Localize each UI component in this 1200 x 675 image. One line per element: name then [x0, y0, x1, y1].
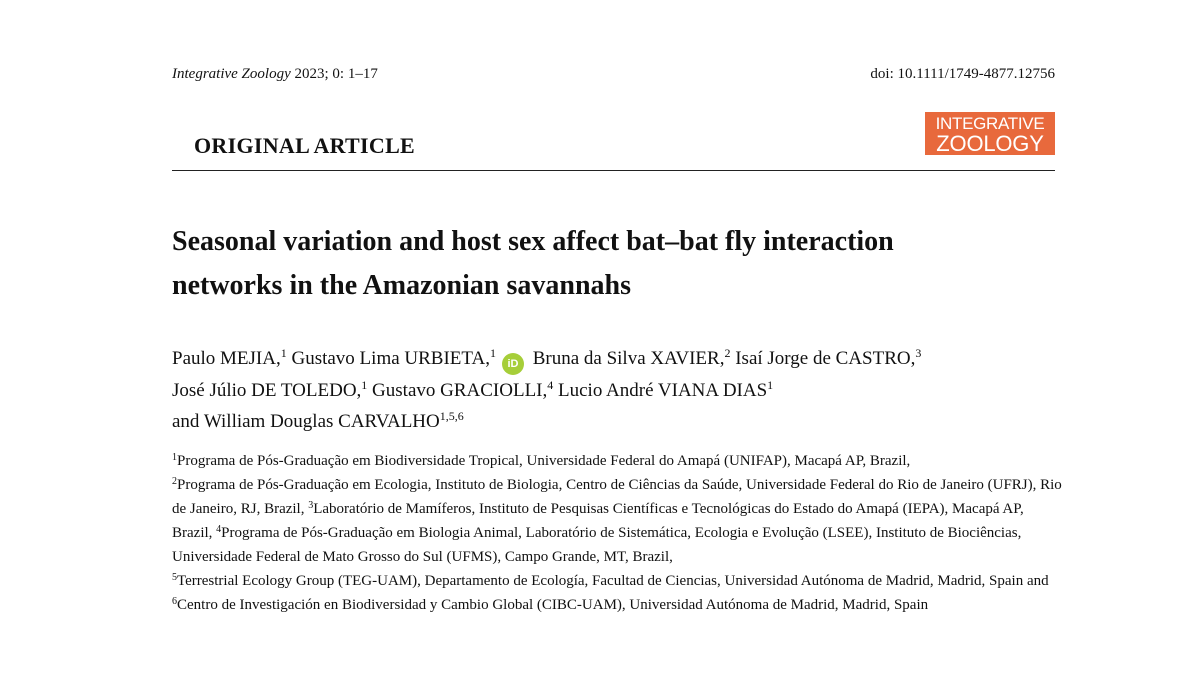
author-affiliation-number: 1 [361, 378, 368, 392]
author-affiliation-number: 2 [724, 346, 731, 360]
author-name: Paulo MEJIA, [172, 348, 281, 369]
logo-line-1: INTEGRATIVE [935, 114, 1045, 133]
logo-line-2: ZOOLOGY [936, 131, 1044, 156]
author-name: Isaí Jorge de CASTRO, [735, 348, 916, 369]
author-name: José Júlio DE TOLEDO, [172, 380, 362, 401]
author-line-2: José Júlio DE TOLEDO,1 Gustavo GRACIOLLI… [172, 375, 1072, 406]
author-affiliation-number: 3 [915, 346, 922, 360]
author-affiliation-number: 1,5,6 [439, 409, 464, 423]
affiliation-number: 2 [172, 476, 177, 487]
affiliations-block: 1Programa de Pós-Graduação em Biodiversi… [172, 449, 1062, 617]
author-line-3: and William Douglas CARVALHO1,5,6 [172, 406, 1072, 437]
journal-logo: INTEGRATIVE ZOOLOGY [925, 112, 1055, 155]
journal-name: Integrative Zoology [172, 66, 291, 82]
title-line-2: networks in the Amazonian savannahs [172, 270, 631, 301]
affiliation-text: Laboratório de Mamíferos, Instituto de P… [172, 501, 1024, 541]
author-name: Gustavo GRACIOLLI, [372, 380, 548, 401]
affiliation-text: Terrestrial Ecology Group (TEG-UAM), Dep… [177, 573, 1049, 589]
author-affiliation-number: 1 [280, 346, 287, 360]
author-name: Lucio André VIANA DIAS [558, 380, 768, 401]
orcid-icon[interactable]: iD [501, 353, 524, 375]
author-list: Paulo MEJIA,1 Gustavo Lima URBIETA,1iD B… [172, 343, 1072, 437]
article-type-heading: ORIGINAL ARTICLE [194, 133, 416, 158]
affiliation-number: 6 [172, 596, 177, 607]
author-affiliation-number: 1 [767, 378, 774, 392]
title-line-1: Seasonal variation and host sex affect b… [172, 226, 894, 257]
journal-volume-pages: 2023; 0: 1–17 [290, 66, 378, 82]
affiliation-number: 1 [172, 452, 177, 463]
affiliation-text: Programa de Pós-Graduação em Biodiversid… [177, 453, 911, 469]
journal-citation: Integrative Zoology 2023; 0: 1–17 [172, 64, 378, 84]
affiliation-number: 3 [308, 500, 314, 511]
article-title: Seasonal variation and host sex affect b… [172, 220, 1072, 308]
doi-link[interactable]: doi: 10.1111/1749-4877.12756 [870, 66, 1055, 82]
affiliation-text: Centro de Investigación en Biodiversidad… [177, 597, 929, 613]
author-affiliation-number: 1 [489, 346, 496, 360]
author-name: Gustavo Lima URBIETA, [291, 348, 490, 369]
author-affiliation-number: 4 [547, 378, 554, 392]
affiliation-text: Programa de Pós-Graduação em Ecologia, I… [172, 477, 1062, 517]
author-line-1: Paulo MEJIA,1 Gustavo Lima URBIETA,1iD B… [172, 343, 1072, 375]
affiliation-number: 5 [172, 572, 177, 583]
header-divider [172, 170, 1055, 171]
affiliation-text: Programa de Pós-Graduação em Biologia An… [172, 525, 1022, 565]
author-name: and William Douglas CARVALHO [172, 411, 440, 432]
author-name: Bruna da Silva XAVIER, [532, 348, 725, 369]
affiliation-number: 4 [216, 524, 222, 535]
